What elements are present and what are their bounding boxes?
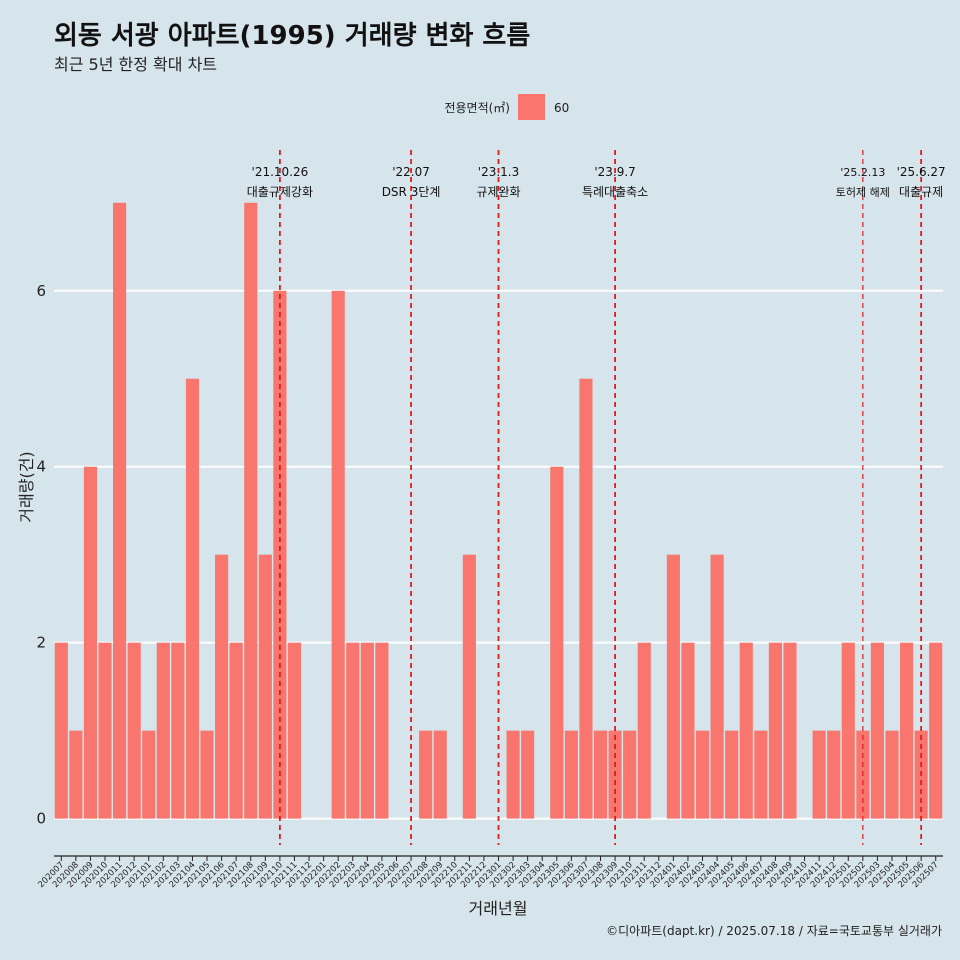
bar-202102: [156, 642, 170, 819]
bar-202203: [346, 642, 360, 819]
y-axis-title: 거래량(건): [17, 451, 36, 522]
bar-202504: [885, 730, 899, 819]
bar-202507: [929, 642, 943, 819]
chart-title: 외동 서광 아파트(1995) 거래량 변화 흐름: [54, 21, 530, 51]
bar-202403: [695, 730, 710, 819]
legend-title: 전용면적(㎡): [444, 101, 510, 115]
bar-202302: [506, 730, 520, 819]
bar-202503: [870, 642, 884, 819]
bar-202103: [171, 642, 185, 819]
bar-202008: [69, 730, 83, 819]
legend-swatch: [518, 94, 545, 120]
bar-202104: [185, 378, 200, 819]
bar-202306: [564, 730, 578, 819]
bar-202107: [229, 642, 243, 819]
bar-202310: [623, 730, 637, 819]
event-date-label: '22.07: [392, 165, 430, 179]
bar-202407: [754, 730, 768, 819]
bar-202408: [768, 642, 782, 819]
chart-subtitle: 최근 5년 한정 확대 차트: [54, 55, 217, 74]
event-date-label: '23.9.7: [594, 165, 635, 179]
bar-202101: [142, 730, 156, 819]
bar-202308: [593, 730, 608, 819]
bar-202111: [287, 642, 302, 819]
event-text-label: 특례대출축소: [582, 185, 648, 199]
y-axis: 0 2 4 6: [36, 282, 46, 828]
x-axis-title: 거래년월: [469, 899, 528, 918]
y-tick-label: 2: [36, 634, 46, 652]
bar-202409: [783, 642, 797, 819]
y-tick-label: 0: [36, 810, 46, 828]
bar-202011: [113, 202, 127, 819]
bar-202106: [215, 554, 229, 819]
event-date-label: '23.1.3: [478, 165, 519, 179]
bar-202007: [54, 642, 68, 819]
bar-202305: [550, 466, 564, 819]
y-tick-label: 4: [36, 458, 46, 476]
bar-202108: [244, 202, 258, 819]
y-tick-label: 6: [36, 282, 46, 300]
bar-202209: [433, 730, 447, 819]
bar-202303: [521, 730, 535, 819]
event-date-label: '25.2.13: [840, 166, 885, 179]
bar-202405: [725, 730, 739, 819]
event-date-label: '25.6.27: [897, 165, 946, 179]
bar-202211: [462, 554, 476, 819]
bar-202109: [258, 554, 272, 819]
bar-202406: [739, 642, 753, 819]
bar-202412: [827, 730, 841, 819]
bar-202411: [812, 730, 826, 819]
bar-202311: [637, 642, 651, 819]
bar-202205: [375, 642, 389, 819]
event-text-label: 대출규제강화: [247, 185, 313, 199]
bar-202505: [900, 642, 914, 819]
legend: 전용면적(㎡) 60: [444, 94, 569, 120]
bar-202401: [666, 554, 680, 819]
event-text-label: 규제완화: [476, 185, 520, 199]
bar-202208: [419, 730, 433, 819]
bars: [54, 202, 943, 819]
caption: ©디아파트(dapt.kr) / 2025.07.18 / 자료=국토교통부 실…: [606, 924, 942, 938]
event-text-label: 토허제 해제: [836, 185, 890, 199]
bar-202110: [273, 290, 287, 819]
event-text-label: 대출규제: [899, 185, 943, 199]
bar-202012: [127, 642, 141, 819]
bar-202202: [331, 290, 345, 819]
bar-202204: [360, 642, 374, 819]
bar-202307: [579, 378, 593, 819]
legend-entry-label: 60: [554, 101, 569, 115]
bar-202501: [841, 642, 855, 819]
bar-202404: [710, 554, 724, 819]
event-date-label: '21.10.26: [252, 165, 309, 179]
event-markers: '21.10.26 대출규제강화 '22.07 DSR 3단계 '23.1.3 규제완화 '…: [247, 150, 946, 845]
bar-202009: [83, 466, 97, 819]
bar-202105: [200, 730, 214, 819]
event-text-label: DSR 3단계: [382, 185, 441, 199]
bar-202010: [98, 642, 112, 819]
bar-202402: [681, 642, 695, 819]
